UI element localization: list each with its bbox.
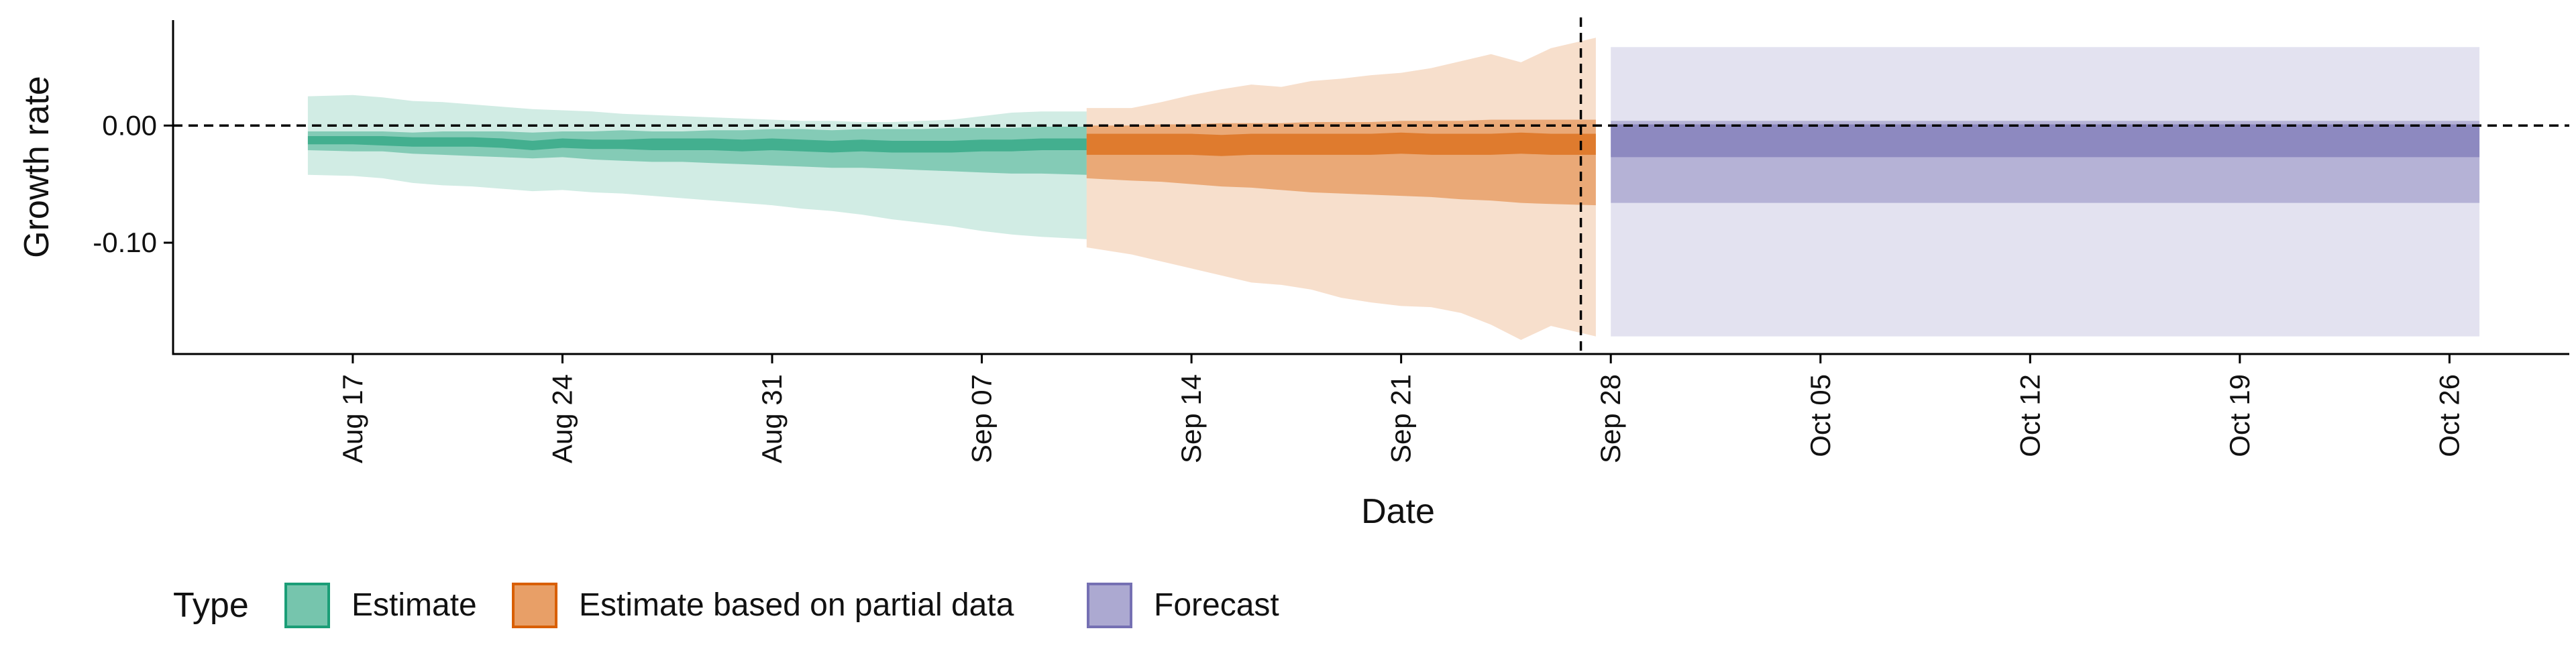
x-axis-title: Date: [1361, 492, 1435, 531]
estimate-based-on-partial-data-band-90: [1086, 38, 1596, 340]
estimate-band-90: [307, 95, 1087, 239]
legend-key-forecast: [1087, 583, 1132, 628]
x-tick-label: Aug 24: [546, 374, 578, 463]
x-tick-label: Oct 05: [1805, 374, 1836, 457]
ribbon-bands: [307, 38, 2480, 340]
legend-label: Estimate: [352, 587, 477, 623]
axes: 0.00 -0.10 Aug 17 Aug 24 Aug 31 Sep 07 Sep 14 S…: [17, 20, 2569, 531]
legend-label: Forecast: [1154, 587, 1279, 623]
estimate-band-20: [307, 136, 1087, 153]
x-tick-label: Sep 14: [1175, 374, 1207, 463]
x-tick-label: Oct 12: [2014, 374, 2045, 457]
legend-title: Type: [173, 586, 249, 625]
x-tick-label: Aug 31: [756, 374, 788, 463]
x-tick-label: Aug 17: [337, 374, 368, 463]
legend-key-estimate-based-on-partial-data: [512, 583, 557, 628]
y-tick-label: 0.00: [102, 109, 157, 141]
legend-key-estimate: [284, 583, 330, 628]
y-axis-title: Growth rate: [17, 76, 56, 258]
estimate-based-on-partial-data-band-20: [1086, 132, 1596, 156]
x-tick-label: Sep 28: [1595, 374, 1626, 463]
legend: Type Estimate Estimate based on partial da…: [173, 583, 1279, 628]
x-tick-label: Oct 19: [2224, 374, 2255, 457]
forecast-band-90: [1611, 47, 2480, 337]
x-tick-label: Sep 07: [966, 374, 998, 463]
reference-lines: [173, 17, 2569, 354]
y-tick-label: -0.10: [93, 227, 157, 258]
legend-label: Estimate based on partial data: [579, 587, 1014, 623]
forecast-band-20: [1611, 124, 2480, 158]
x-tick-label: Sep 21: [1385, 374, 1417, 463]
x-tick-label: Oct 26: [2433, 374, 2465, 457]
